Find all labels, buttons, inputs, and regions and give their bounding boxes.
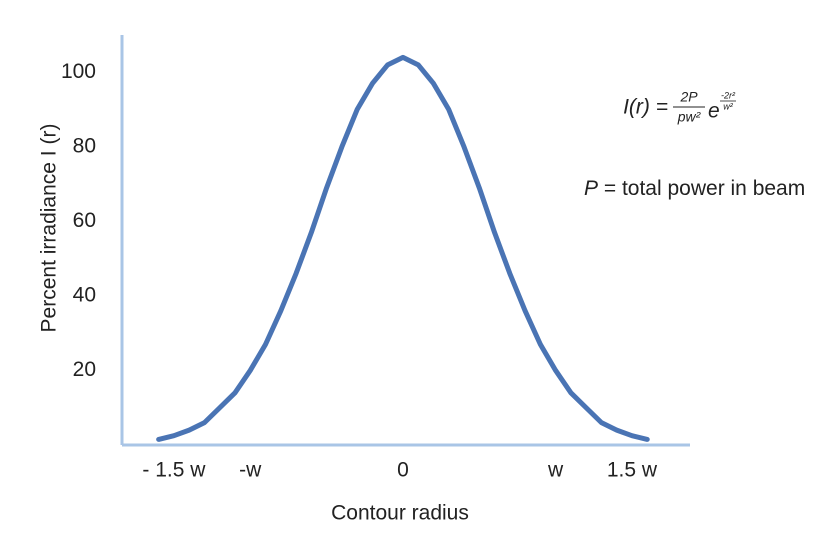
formula-exp-denominator: w² (723, 101, 733, 111)
x-tick-label: - 1.5 w (142, 459, 206, 482)
formula: I(r) = 2P pw² e -2r² w² (623, 89, 736, 125)
x-tick-label: w (547, 459, 564, 482)
y-tick-label: 100 (61, 60, 96, 83)
y-tick-label: 60 (73, 209, 96, 232)
y-tick-label: 40 (73, 283, 96, 306)
x-tick-label: 1.5 w (607, 459, 658, 482)
x-tick-label: -w (239, 459, 262, 482)
y-tick-label: 80 (73, 134, 96, 157)
y-tick-label: 20 (73, 358, 96, 381)
formula-numerator: 2P (679, 89, 698, 105)
curve (156, 54, 650, 442)
formula-lhs: I(r) = (623, 96, 668, 119)
x-tick-label: 0 (397, 459, 409, 482)
formula-denominator: pw² (677, 109, 702, 125)
y-axis-label: Percent irradiance I (r) (38, 124, 61, 333)
formula-exp-numerator: -2r² (721, 90, 736, 100)
formula-base: e (708, 100, 720, 123)
note-text: = total power in beam (604, 177, 805, 200)
note-symbol: P (584, 177, 598, 200)
note: P = total power in beam (584, 177, 805, 200)
x-axis-label: Contour radius (331, 502, 469, 525)
